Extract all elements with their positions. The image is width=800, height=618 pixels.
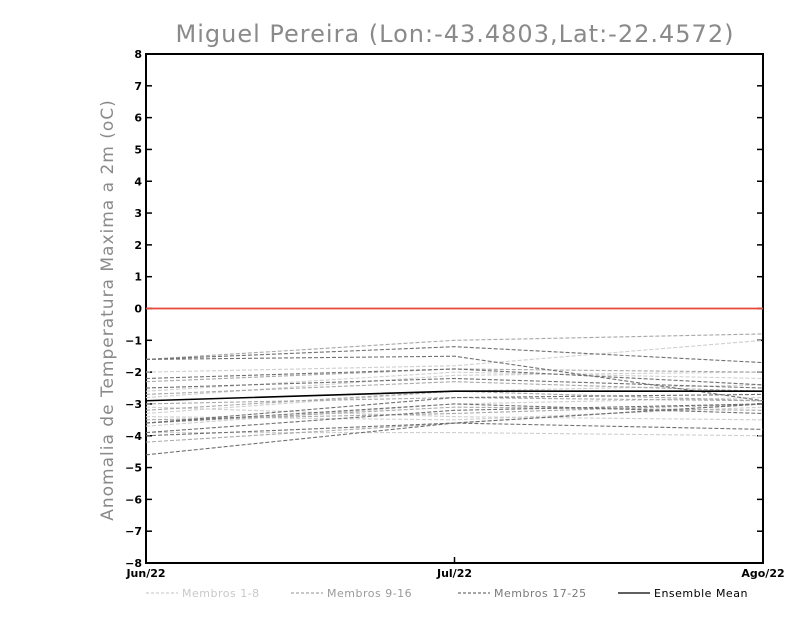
- series-member-line: [145, 339, 764, 373]
- y-tick-label: 5: [134, 143, 142, 156]
- y-tick-label: 6: [134, 112, 142, 125]
- series-member-line: [145, 346, 764, 364]
- series-member-line: [145, 355, 764, 402]
- x-tick-label: Jul/22: [436, 567, 472, 580]
- legend-label: Membros 9-16: [327, 587, 412, 600]
- y-tick-label: 0: [134, 303, 142, 316]
- y-tick-label: 7: [134, 80, 142, 93]
- y-tick-label: 1: [134, 271, 142, 284]
- y-tick-label: −2: [125, 366, 142, 379]
- series-member-line: [145, 403, 764, 424]
- chart-title: Miguel Pereira (Lon:-43.4803,Lat:-22.457…: [176, 20, 735, 48]
- y-tick-label: 4: [134, 175, 142, 188]
- y-tick-label: −5: [125, 462, 142, 475]
- series-member-line: [145, 393, 764, 424]
- y-axis-label: Anomalia de Temperatura Maxima a 2m (oC): [98, 99, 118, 521]
- series-ensemble-mean: [145, 390, 763, 402]
- y-tick-label: −1: [125, 334, 142, 347]
- series-member-line: [145, 406, 764, 421]
- legend-label: Membros 17-25: [494, 587, 587, 600]
- x-tick-label: Jun/22: [125, 567, 165, 580]
- x-tick-label: Ago/22: [741, 567, 784, 580]
- legend: Membros 1-8 Membros 9-16 Membros 17-25 Ense…: [146, 587, 748, 600]
- series-member-line: [145, 422, 764, 456]
- legend-label: Membros 1-8: [182, 587, 260, 600]
- series-member-line: [146, 432, 764, 437]
- series-member-line: [145, 403, 764, 434]
- y-tick-label: −8: [125, 557, 142, 570]
- y-tick-label: 8: [134, 48, 142, 61]
- series-member-line: [145, 403, 764, 437]
- y-tick-label: 2: [134, 239, 142, 252]
- y-tick-label: −7: [125, 525, 142, 538]
- series-member-line: [145, 381, 764, 395]
- series-member-line: [145, 333, 764, 360]
- series-member-line: [145, 403, 764, 421]
- y-tick-label: −3: [125, 398, 142, 411]
- series-member-line: [145, 377, 764, 389]
- legend-label: Ensemble Mean: [654, 587, 748, 600]
- series-member-line: [145, 368, 764, 386]
- y-tick-label: −6: [125, 493, 142, 506]
- y-tick-label: 3: [134, 207, 142, 220]
- y-tick-label: −4: [125, 430, 142, 443]
